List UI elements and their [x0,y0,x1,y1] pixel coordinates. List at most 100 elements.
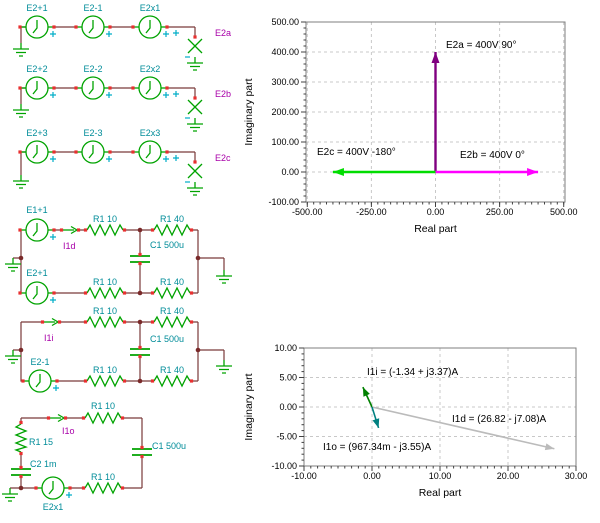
source-chain-b[interactable]: E2+2 E2-2 E2x2 E2b [12,64,231,132]
voltage-source[interactable] [18,219,56,241]
resistor[interactable] [151,225,193,235]
component-label: E2-1 [30,357,49,367]
y-tick-label: 0.00 [281,167,299,177]
ground-icon[interactable] [186,56,204,71]
current-arrow-icon[interactable] [60,227,80,234]
vector-arrowhead-I1d [544,443,555,451]
component-label: E2-1 [83,3,102,13]
voltage-source[interactable] [21,370,59,392]
resistor[interactable] [151,288,193,298]
probe-label: I1i [44,333,54,343]
component-label: R1 40 [160,214,184,224]
voltage-source[interactable] [74,141,112,163]
vector-arrowhead-E2b [527,168,539,176]
resistor[interactable] [82,413,124,423]
ground-icon[interactable] [1,487,19,502]
y-tick-label: -100.00 [268,197,299,207]
vector-label-E2b: E2b = 400V 0° [460,150,525,161]
resistor-vertical[interactable] [16,421,26,455]
y-tick-label: 400.00 [271,47,299,57]
component-label: E2x1 [140,3,161,13]
resistor[interactable] [84,317,126,327]
x-tick-label: 250.00 [486,207,514,217]
vector-label-I1i: I1i = (-1.34 + j3.37)A [367,367,458,378]
vector-arrowhead-E2c [332,168,344,176]
circuit-i1i[interactable]: I1i R1 10 R1 40 C1 500u E2-1 R1 10 R1 40 [4,306,233,392]
resistor[interactable] [82,483,124,493]
ground-icon[interactable] [12,42,30,57]
resistor[interactable] [84,288,126,298]
x-tick-label: -250.00 [356,207,387,217]
component-label: E2-2 [83,64,102,74]
probe-label: I1d [63,241,76,251]
voltage-pin-icon[interactable] [187,99,203,115]
circuit-schematic: E2+1 E2-1 E2x1 E2a E2+2 E2-2 E2x2 E2b [1,3,233,512]
component-label: E2+3 [26,128,47,138]
voltage-pin-icon[interactable] [187,38,203,54]
component-label: R1 10 [93,214,117,224]
y-tick-label: 10.00 [274,343,297,353]
x-tick-label: -500.00 [292,207,323,217]
component-label: R1 10 [91,472,115,482]
component-label: E2+2 [26,64,47,74]
resistor[interactable] [151,376,193,386]
x-axis-title: Real part [414,223,457,235]
voltage-source[interactable] [18,16,56,38]
ground-icon[interactable] [215,359,233,374]
voltage-source[interactable] [18,77,56,99]
vector-label-E2a: E2a = 400V 90° [446,40,516,51]
x-tick-label: 30.00 [565,471,588,481]
component-label: R1 10 [91,401,115,411]
voltage-pin-icon[interactable] [187,163,203,179]
voltage-source[interactable] [74,16,112,38]
ground-icon[interactable] [12,174,30,189]
current-arrow-icon[interactable] [41,319,61,326]
source-chain-c[interactable]: E2+3 E2-3 E2x3 E2c [12,128,231,196]
component-label: R1 40 [160,365,184,375]
capacitor[interactable] [130,346,150,358]
x-axis-title: Real part [419,487,462,499]
capacitor[interactable] [11,466,31,478]
voltage-source[interactable] [131,141,169,163]
x-tick-label: 0.00 [427,207,445,217]
component-label: E2x1 [43,502,64,512]
circuit-i1o[interactable]: R1 10 I1o R1 15 C2 1m C1 500u R1 10 E2x1 [1,401,186,512]
resistor[interactable] [151,317,193,327]
ground-icon[interactable] [4,349,22,364]
y-tick-label: 200.00 [271,107,299,117]
component-label: E1+1 [26,205,47,215]
voltage-source[interactable] [131,77,169,99]
ground-icon[interactable] [186,181,204,196]
y-tick-label: 100.00 [271,137,299,147]
vector-arrowhead-E2a [431,52,440,63]
current-arrow-icon[interactable] [47,415,67,422]
ground-icon[interactable] [4,257,22,272]
capacitor[interactable] [132,446,152,458]
vector-label-I1d: I1d = (26.82 - j7.08)A [452,414,547,425]
ground-icon[interactable] [215,269,233,284]
resistor[interactable] [84,225,126,235]
resistor[interactable] [84,376,126,386]
ground-icon[interactable] [186,117,204,132]
voltage-source[interactable] [74,77,112,99]
component-label: R1 40 [160,277,184,287]
component-label: E2+1 [26,3,47,13]
x-tick-label: 500.00 [550,207,578,217]
vector-label-I1o: I1o = (967.34m - j3.55)A [323,442,431,453]
circuit-i1d[interactable]: E1+1 I1d R1 10 R1 40 C1 500u E2+1 R1 10 … [4,205,233,304]
phasor-chart-currents: -10.00 0.00 10.00 20.00 30.00 10.00 5.00 0.00 -5… [243,343,588,499]
voltage-source[interactable] [18,282,56,304]
component-label: C1 500u [150,334,184,344]
capacitor[interactable] [130,253,150,265]
component-label: R1 10 [93,277,117,287]
voltage-source[interactable] [18,141,56,163]
source-chain-a[interactable]: E2+1 E2-1 E2x1 E2a [12,3,231,71]
voltage-source[interactable] [131,16,169,38]
component-label: E2x3 [140,128,161,138]
x-tick-label: -10.00 [291,471,317,481]
ground-icon[interactable] [12,103,30,118]
vector-I1d [371,406,555,450]
voltage-source[interactable] [34,477,72,499]
vector-arrowhead-I1o [372,418,380,428]
